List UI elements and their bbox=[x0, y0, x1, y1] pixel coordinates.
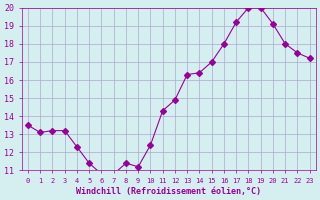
X-axis label: Windchill (Refroidissement éolien,°C): Windchill (Refroidissement éolien,°C) bbox=[76, 187, 261, 196]
